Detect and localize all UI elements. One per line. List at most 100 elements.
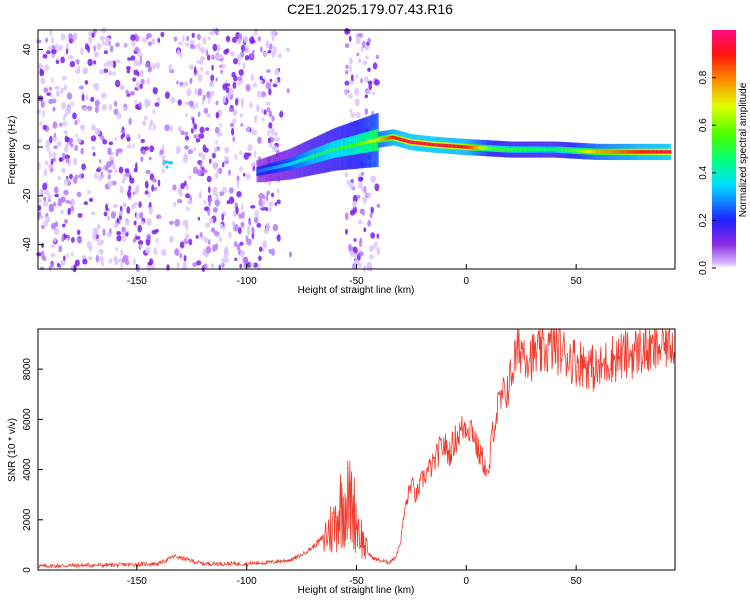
noise-blob [43, 168, 48, 177]
ridge-core [548, 147, 552, 152]
noise-blob [360, 171, 364, 176]
snr-series-line [37, 328, 676, 569]
noise-blob [228, 187, 234, 194]
noise-blob [68, 33, 73, 40]
noise-blob [221, 213, 224, 221]
noise-blob [352, 194, 358, 203]
noise-blob [199, 232, 203, 238]
noise-blob [184, 180, 187, 187]
ridge-core [637, 150, 640, 154]
noise-blob [252, 129, 258, 136]
noise-blob [75, 133, 79, 138]
noise-blob [285, 47, 291, 53]
noise-blob [220, 69, 224, 74]
ridge-core [614, 150, 618, 154]
noise-blob [254, 115, 258, 119]
noise-blob [210, 74, 215, 82]
noise-blob [244, 55, 250, 61]
noise-blob [137, 133, 141, 139]
noise-blob [239, 150, 243, 156]
ridge-core [423, 142, 427, 146]
noise-blob [157, 37, 161, 44]
noise-blob [133, 202, 139, 206]
noise-blob [349, 181, 354, 189]
noise-blob [368, 254, 375, 260]
noise-blob [90, 135, 97, 142]
noise-blob [221, 187, 227, 194]
noise-blob [83, 201, 89, 206]
noise-blob [154, 228, 159, 233]
noise-blob [67, 54, 74, 60]
noise-blob [344, 172, 349, 178]
noise-blob [74, 32, 78, 40]
ridge-core [351, 143, 354, 148]
noise-blob [144, 190, 149, 195]
noise-blob [199, 126, 205, 134]
noise-blob [168, 220, 174, 225]
noise-blob [109, 45, 114, 53]
noise-blob [99, 256, 104, 262]
noise-blob [357, 262, 362, 269]
noise-blob [228, 231, 232, 239]
noise-blob [107, 173, 111, 180]
noise-blob [40, 250, 45, 258]
noise-blob [49, 93, 53, 98]
noise-blob [364, 94, 368, 99]
ridge-core [519, 147, 523, 152]
noise-blob [81, 124, 84, 132]
noise-blob [115, 247, 119, 252]
noise-blob [259, 75, 263, 81]
noise-blob [256, 90, 263, 98]
ridge-core [459, 144, 462, 149]
noise-blob [96, 168, 101, 173]
noise-blob [203, 199, 207, 205]
noise-blob [63, 189, 69, 196]
noise-blob [350, 112, 356, 118]
noise-blob [363, 227, 367, 233]
noise-blob [211, 64, 214, 71]
noise-blob [369, 212, 373, 219]
spectrogram-x-tick-label: -50 [349, 276, 364, 287]
noise-blob [105, 37, 110, 42]
ridge-core [527, 147, 531, 152]
noise-blob [94, 127, 101, 136]
ridge-core [624, 150, 627, 154]
noise-blob [206, 113, 212, 118]
noise-blob [70, 265, 74, 272]
noise-blob [358, 182, 363, 189]
noise-blob [127, 189, 131, 198]
noise-blob [120, 134, 124, 140]
noise-blob [92, 152, 96, 157]
noise-blob [259, 46, 263, 53]
noise-blob [243, 35, 249, 43]
spectrogram-x-ticks: -150 -100 -50 0 50 [127, 264, 582, 287]
ridge-core [289, 162, 292, 166]
noise-blob [211, 54, 215, 60]
noise-blob [267, 207, 273, 212]
noise-blob [225, 87, 230, 94]
noise-blob [348, 35, 352, 42]
noise-blob [116, 217, 120, 223]
noise-blob [141, 36, 147, 43]
noise-blob [206, 91, 211, 99]
noise-blob [233, 58, 238, 65]
ridge-core [551, 147, 555, 152]
noise-blob [272, 83, 278, 88]
noise-blob [114, 169, 118, 173]
noise-blob [202, 251, 207, 256]
ridge-core [477, 146, 481, 150]
noise-blob [61, 237, 65, 243]
noise-blob [54, 193, 59, 198]
noise-blob [242, 172, 246, 177]
noise-blob [196, 33, 201, 41]
noise-blob [78, 173, 82, 179]
noise-blob [64, 154, 71, 160]
noise-blob [173, 36, 178, 42]
noise-blob [238, 61, 241, 66]
noise-blob [371, 91, 376, 96]
noise-blob [115, 59, 121, 64]
noise-blob [51, 77, 54, 84]
noise-blob [76, 59, 80, 65]
noise-blob [120, 249, 124, 257]
noise-blob [82, 106, 88, 112]
